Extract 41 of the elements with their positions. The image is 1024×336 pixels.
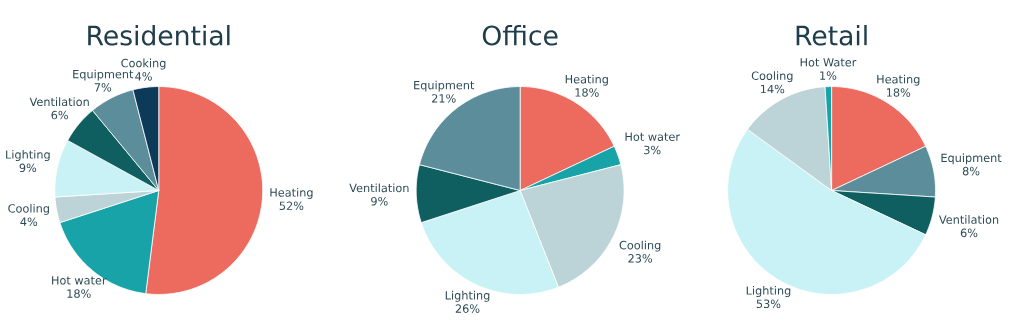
slice-label: Heating [270,187,313,199]
data-label: 3% [644,145,661,155]
chart-title: Residential [88,24,230,46]
slice-label: Ventilation [349,183,409,193]
data-label: 18% [67,289,91,298]
slice-label: Ventilation [29,97,89,107]
data-label: 26% [455,304,480,313]
slice-label: Heating [565,74,608,86]
data-label: 6% [960,228,978,238]
slice-label: Cooking [121,58,166,70]
chart-title: Office [482,24,558,46]
data-label: 52% [279,201,304,211]
slice-label: Cooling [751,71,793,83]
slice-label: Equipment [414,80,475,92]
slice-label: Hot water [625,132,680,141]
data-label: 1% [820,71,837,80]
slice-label: Hot water [52,276,107,285]
slice-label: Cooling [8,203,49,215]
data-label: 53% [756,299,781,309]
slice-label: Cooling [619,240,661,252]
data-label: 9% [371,196,388,206]
data-label: 6% [51,110,68,120]
data-label: 23% [628,254,653,263]
data-label: 4% [135,72,152,81]
slice-label: Equipment [941,153,1002,165]
data-label: 18% [886,88,911,97]
slice-label: Equipment [73,69,134,81]
slice-label: Hot Water [800,58,857,67]
slice-label: Ventilation [938,215,999,224]
data-label: 18% [575,88,599,97]
slice-label: Lighting [746,286,791,297]
data-label: 7% [94,83,112,92]
chart-title: Retail [796,24,867,46]
data-label: 8% [962,166,980,176]
data-label: 21% [432,94,456,103]
slice-label: Heating [877,74,920,86]
data-label: 9% [19,163,37,173]
data-label: 14% [761,84,785,94]
data-label: 4% [20,217,38,226]
slice-label: Lighting [445,290,490,302]
slice-label: Lighting [6,150,50,161]
